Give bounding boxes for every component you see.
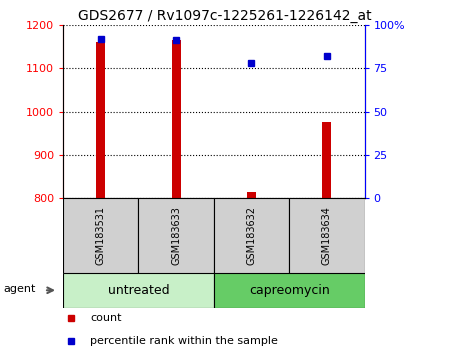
Text: untreated: untreated [108, 284, 169, 297]
Bar [63, 273, 214, 308]
Text: GSM183632: GSM183632 [247, 206, 256, 265]
Bar [214, 273, 364, 308]
Text: GSM183634: GSM183634 [322, 206, 332, 265]
Text: percentile rank within the sample: percentile rank within the sample [90, 336, 278, 346]
Text: GSM183531: GSM183531 [96, 206, 106, 265]
Text: GSM183633: GSM183633 [171, 206, 181, 265]
Bar [289, 198, 365, 273]
Bar [96, 42, 105, 198]
Text: agent: agent [3, 284, 36, 293]
Text: count: count [90, 313, 122, 323]
Bar [171, 40, 180, 198]
Text: capreomycin: capreomycin [249, 284, 329, 297]
Text: GDS2677 / Rv1097c-1225261-1226142_at: GDS2677 / Rv1097c-1225261-1226142_at [78, 9, 372, 23]
Bar [214, 198, 289, 273]
Bar [322, 122, 331, 198]
Bar [139, 198, 214, 273]
Bar [63, 198, 139, 273]
Bar [247, 192, 256, 198]
